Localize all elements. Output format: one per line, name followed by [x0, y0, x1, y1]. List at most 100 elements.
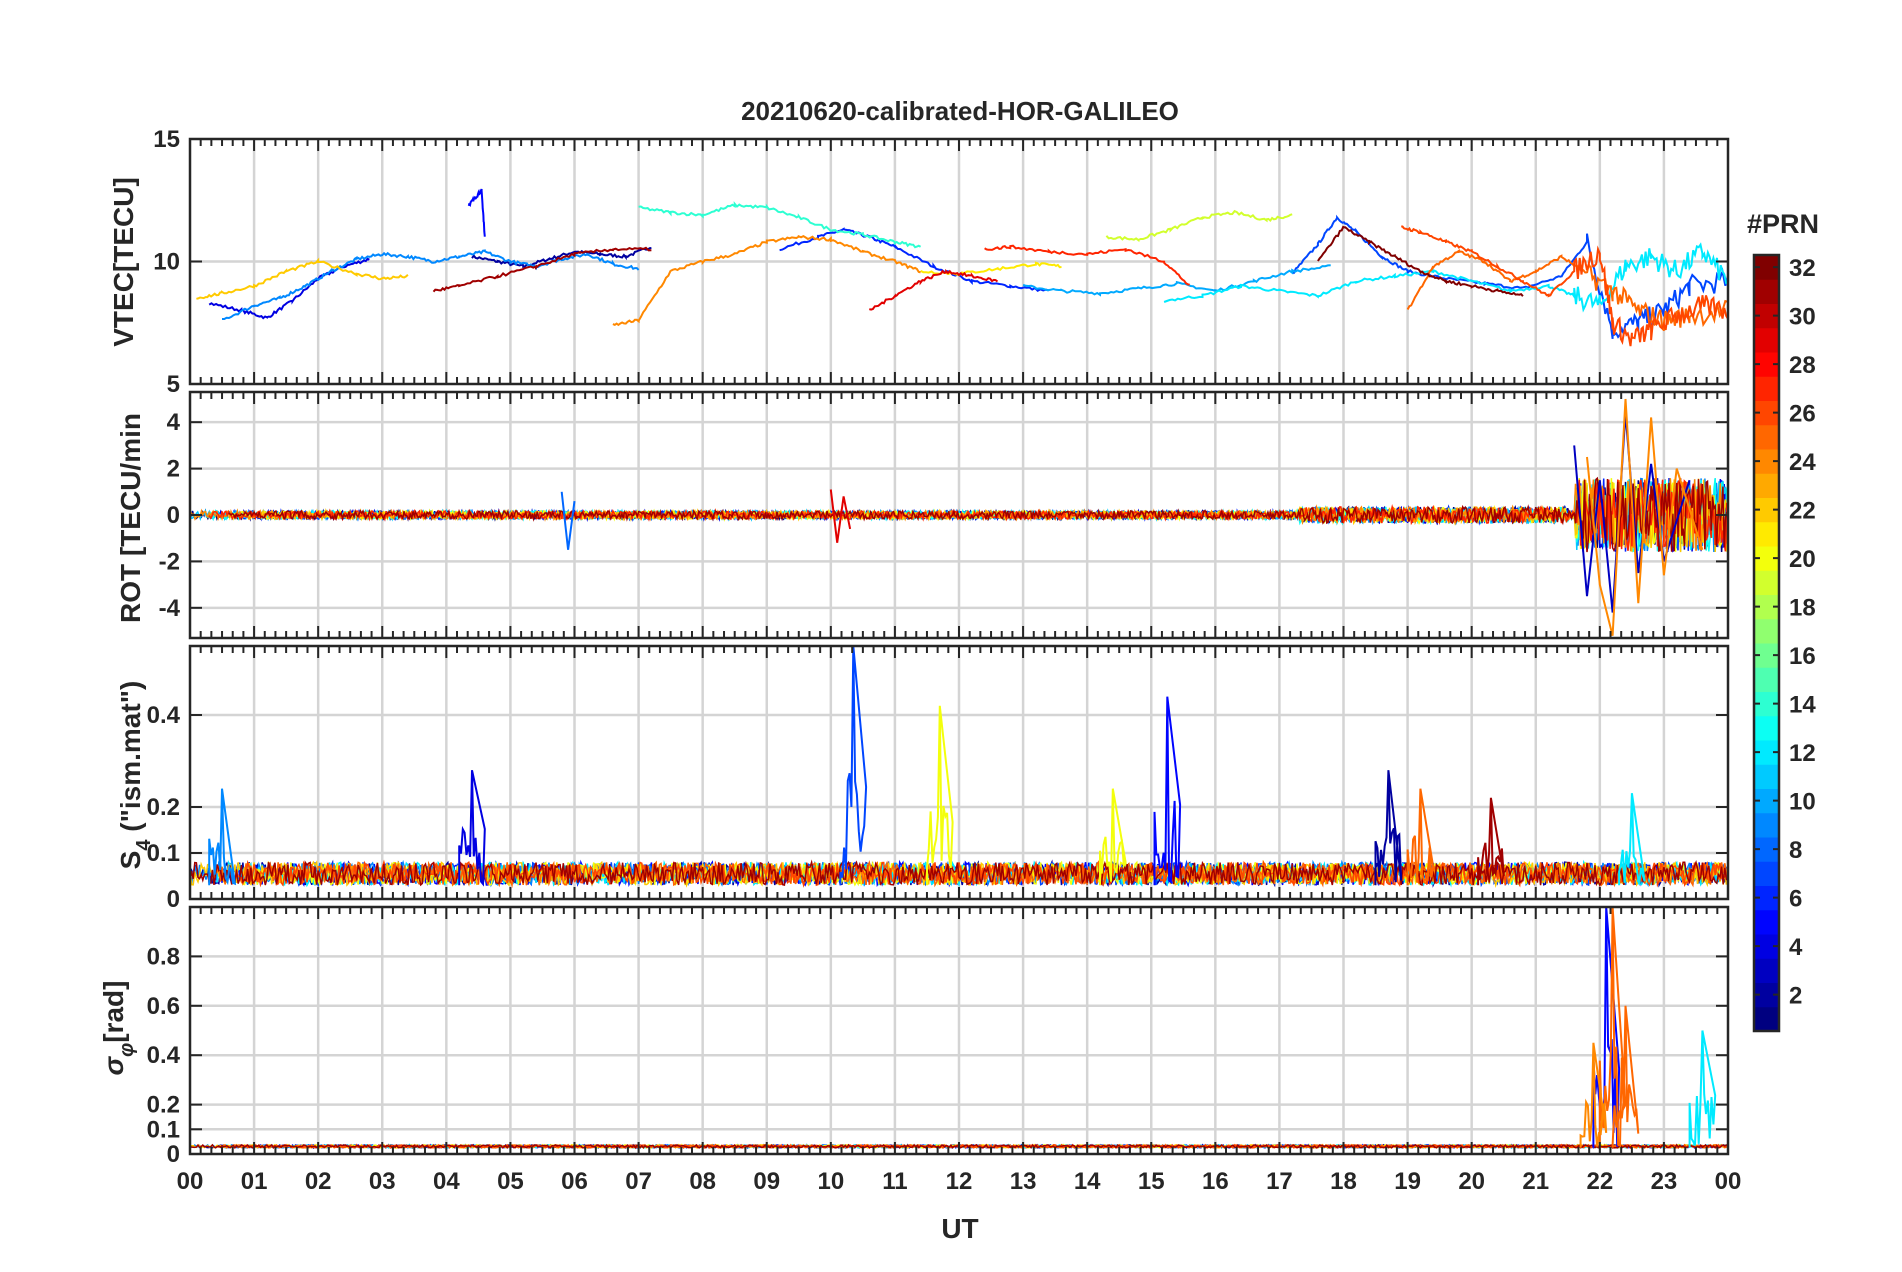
colorbar-band: [1754, 861, 1779, 886]
y-tick-label: 2: [167, 456, 180, 483]
colorbar-band: [1754, 570, 1779, 595]
x-tick-label: 23: [1651, 1168, 1678, 1195]
x-tick-label: 14: [1074, 1168, 1101, 1195]
x-tick-label: 22: [1586, 1168, 1613, 1195]
colorbar-tick-label: 18: [1789, 595, 1816, 622]
colorbar-tick-label: 16: [1789, 643, 1816, 670]
y-tick-label: -4: [159, 595, 181, 622]
vtec-series-prn-25: [1406, 249, 1728, 332]
s4-peak-prn-4: [458, 769, 486, 887]
colorbar-label: #PRN: [1747, 209, 1819, 239]
colorbar-tick-label: 10: [1789, 789, 1816, 816]
s4-panel: 0 0.1 0.2 0.4: [147, 644, 1730, 913]
colorbar-tick-label: 6: [1789, 886, 1802, 913]
vtec-series-prn-32: [1317, 225, 1524, 297]
x-axis-ticks: 00 01 02 03 04 05 06 07 08 09 10 11 12 13 14 15 16 17 18 19…: [177, 1168, 1742, 1195]
colorbar-tick-label: 28: [1789, 352, 1816, 379]
colorbar-tick-label: 14: [1789, 692, 1816, 719]
vtec-y-label: VTEC[TECU]: [108, 177, 139, 347]
vtec-series-prn-19: [1105, 209, 1293, 243]
y-tick-label: 5: [167, 371, 180, 398]
s4-peak-prn-7: [839, 646, 868, 886]
vtec-panel: 5 10 15: [153, 126, 1730, 398]
s4-peak-prn-20: [1099, 788, 1127, 886]
s4-peak-prn-12: [1618, 793, 1646, 886]
series-group: [190, 646, 1728, 889]
y-tick-label: 0.4: [147, 702, 181, 729]
colorbar-band: [1754, 715, 1779, 741]
x-tick-label: 15: [1138, 1168, 1165, 1195]
vtec-series-prn-31: [432, 246, 652, 293]
colorbar-tick-label: 30: [1789, 304, 1816, 331]
rot-spike-prn-8: [560, 491, 576, 550]
y-tick-label: 10: [153, 249, 180, 276]
colorbar-band: [1754, 279, 1779, 304]
x-tick-label: 10: [817, 1168, 844, 1195]
colorbar-band: [1754, 327, 1779, 353]
y-tick-label: 0.4: [147, 1042, 181, 1069]
colorbar-band: [1754, 764, 1779, 789]
x-tick-label: 00: [1715, 1168, 1742, 1195]
colorbar-tick-label: 22: [1789, 498, 1816, 525]
y-tick-label: 0.1: [147, 840, 180, 867]
x-tick-label: 00: [177, 1168, 204, 1195]
colorbar-band: [1754, 376, 1779, 401]
x-tick-label: 04: [433, 1168, 460, 1195]
s4-peak-prn-25: [1406, 788, 1435, 886]
sigma-phi-panel: 00.10.2 0.4 0.6 0.8: [147, 905, 1730, 1168]
vtec-series-prn-24: [612, 234, 921, 327]
sigma-peak-prn-25: [1598, 907, 1627, 1148]
y-tick-label: -2: [159, 548, 180, 575]
x-tick-label: 19: [1394, 1168, 1421, 1195]
rot-series-prn-31: [228, 476, 1728, 553]
colorbar-tick-label: 26: [1789, 401, 1816, 428]
colorbar-tick-label: 2: [1789, 983, 1802, 1010]
s4-peak-prn-9: [208, 788, 237, 886]
colorbar-band: [1754, 473, 1779, 498]
colorbar-band: [1754, 909, 1779, 935]
x-tick-label: 01: [241, 1168, 268, 1195]
x-tick-label: 18: [1330, 1168, 1357, 1195]
x-tick-label: 08: [689, 1168, 716, 1195]
sigma-peak-prn-25: [1611, 1005, 1640, 1148]
x-tick-label: 09: [753, 1168, 780, 1195]
vtec-series-prn-5: [467, 188, 486, 237]
y-tick-label: 4: [167, 409, 181, 436]
s4-peak-prn-20: [926, 705, 954, 886]
series-group: [196, 188, 1728, 347]
x-tick-label: 07: [625, 1168, 652, 1195]
sigma-phi-y-label: σφ[rad]: [98, 981, 138, 1076]
colorbar-band: [1754, 958, 1779, 983]
vtec-series-prn-12: [1163, 242, 1728, 313]
s4-series-prn-31: [190, 859, 1728, 887]
vtec-series-prn-6: [779, 227, 1049, 293]
colorbar-band: [1754, 521, 1779, 547]
vtec-series-prn-27: [984, 244, 1190, 286]
colorbar-band: [1754, 1006, 1779, 1032]
colorbar-band: [1754, 424, 1779, 450]
x-tick-label: 06: [561, 1168, 588, 1195]
vtec-series-prn-9: [222, 249, 640, 320]
colorbar-tick-label: 20: [1789, 546, 1816, 573]
x-tick-label: 20: [1458, 1168, 1485, 1195]
y-tick-label: 0.8: [147, 943, 180, 970]
series-group: [190, 398, 1728, 636]
chart-title: 20210620-calibrated-HOR-GALILEO: [741, 96, 1179, 126]
x-tick-label: 16: [1202, 1168, 1229, 1195]
sigma-peak-prn-24: [1579, 1042, 1608, 1148]
y-tick-label: 0.2: [147, 1092, 180, 1119]
y-tick-label: 0: [167, 1141, 180, 1168]
colorbar-tick-label: 24: [1789, 449, 1816, 476]
vtec-series-prn-10: [1022, 264, 1331, 297]
y-tick-label: 0.2: [147, 794, 180, 821]
x-tick-label: 13: [1010, 1168, 1037, 1195]
vtec-series-prn-29: [869, 268, 999, 311]
colorbar-band: [1754, 618, 1779, 644]
x-tick-label: 05: [497, 1168, 524, 1195]
colorbar-band: [1754, 812, 1779, 838]
colorbar-band: [1754, 667, 1779, 692]
s4-peak-prn-5: [1153, 696, 1182, 886]
sigma-peak-prn-5: [1592, 907, 1621, 1148]
